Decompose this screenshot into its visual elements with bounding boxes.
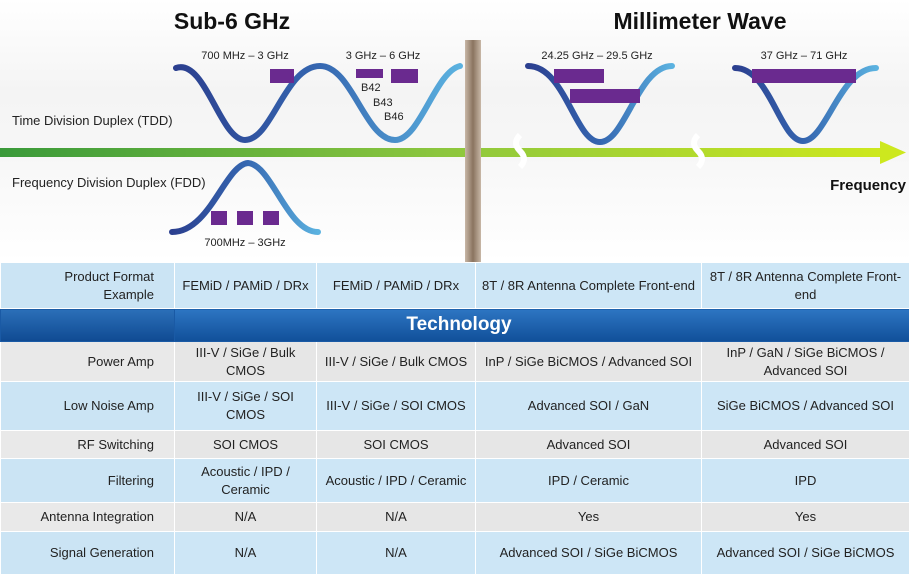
band-label-b43: B43: [373, 97, 393, 109]
table-cell: N/A: [175, 503, 317, 532]
table-cell: N/A: [175, 532, 317, 575]
band-label-fdd: 700MHz – 3GHz: [204, 237, 285, 249]
table-cell: InP / GaN / SiGe BiCMOS / Advanced SOI: [702, 342, 909, 382]
table-cell: IPD / Ceramic: [476, 459, 702, 503]
row-label: RF Switching: [1, 431, 175, 459]
band-label-37-71: 37 GHz – 71 GHz: [761, 50, 848, 62]
table-row-antenna-integration: Antenna Integration N/A N/A Yes Yes: [1, 503, 909, 532]
table-cell: IPD: [702, 459, 909, 503]
table-row-rf-switching: RF Switching SOI CMOS SOI CMOS Advanced …: [1, 431, 909, 459]
band-label-b46: B46: [384, 111, 404, 123]
table-cell: FEMiD / PAMiD / DRx: [317, 263, 476, 309]
band-block: [752, 69, 856, 83]
table-cell: Acoustic / IPD / Ceramic: [175, 459, 317, 503]
table-row-filtering: Filtering Acoustic / IPD / Ceramic Acous…: [1, 459, 909, 503]
table-cell: Advanced SOI: [476, 431, 702, 459]
table-cell: Yes: [702, 503, 909, 532]
table-cell: InP / SiGe BiCMOS / Advanced SOI: [476, 342, 702, 382]
mmwave-title: Millimeter Wave: [614, 8, 787, 34]
band-block: [356, 69, 383, 78]
table-cell: 8T / 8R Antenna Complete Front-end: [476, 263, 702, 309]
band-block: [554, 69, 604, 83]
band-label-700-3: 700 MHz – 3 GHz: [201, 50, 288, 62]
technology-header: Technology: [175, 309, 909, 342]
table-cell: III-V / SiGe / SOI CMOS: [317, 382, 476, 431]
band-block: [211, 211, 227, 225]
table-cell: SOI CMOS: [317, 431, 476, 459]
header-spacer: [1, 309, 175, 342]
sub6-title: Sub-6 GHz: [174, 8, 290, 34]
table-cell: III-V / SiGe / Bulk CMOS: [317, 342, 476, 382]
table-cell: Advanced SOI / SiGe BiCMOS: [702, 532, 909, 575]
frequency-band-diagram: Sub-6 GHz Millimeter Wave 700 MHz – 3 GH…: [0, 0, 909, 262]
band-block: [391, 69, 418, 83]
table-row-signal-generation: Signal Generation N/A N/A Advanced SOI /…: [1, 532, 909, 575]
table-cell: N/A: [317, 532, 476, 575]
band-block: [263, 211, 279, 225]
table-cell: Advanced SOI / SiGe BiCMOS: [476, 532, 702, 575]
fdd-label: Frequency Division Duplex (FDD): [12, 175, 206, 190]
table-cell: SiGe BiCMOS / Advanced SOI: [702, 382, 909, 431]
table-cell: FEMiD / PAMiD / DRx: [175, 263, 317, 309]
table-cell: III-V / SiGe / Bulk CMOS: [175, 342, 317, 382]
diagram-background: [0, 0, 909, 262]
table-cell: 8T / 8R Antenna Complete Front-end: [702, 263, 909, 309]
band-label-3-6: 3 GHz – 6 GHz: [346, 50, 421, 62]
table-cell: Advanced SOI: [702, 431, 909, 459]
band-label-b42: B42: [361, 82, 381, 94]
table-cell: Yes: [476, 503, 702, 532]
technology-header-row: Technology: [1, 309, 909, 342]
table-cell: SOI CMOS: [175, 431, 317, 459]
band-block: [270, 69, 294, 83]
row-label: Filtering: [1, 459, 175, 503]
band-block: [570, 89, 640, 103]
table-cell: III-V / SiGe / SOI CMOS: [175, 382, 317, 431]
table-row-power-amp: Power Amp III-V / SiGe / Bulk CMOS III-V…: [1, 342, 909, 382]
table-cell: Advanced SOI / GaN: [476, 382, 702, 431]
row-label: Power Amp: [1, 342, 175, 382]
row-label: Antenna Integration: [1, 503, 175, 532]
band-block: [237, 211, 253, 225]
table-cell: Acoustic / IPD / Ceramic: [317, 459, 476, 503]
tdd-label: Time Division Duplex (TDD): [12, 113, 173, 128]
row-label: Low Noise Amp: [1, 382, 175, 431]
band-label-24-29: 24.25 GHz – 29.5 GHz: [541, 50, 652, 62]
frequency-axis-arrow-shaft: [0, 148, 880, 157]
table-row-low-noise-amp: Low Noise Amp III-V / SiGe / SOI CMOS II…: [1, 382, 909, 431]
table-cell: N/A: [317, 503, 476, 532]
spectrum-divider: [465, 40, 481, 262]
row-label: Signal Generation: [1, 532, 175, 575]
frequency-axis-label: Frequency: [830, 177, 907, 194]
